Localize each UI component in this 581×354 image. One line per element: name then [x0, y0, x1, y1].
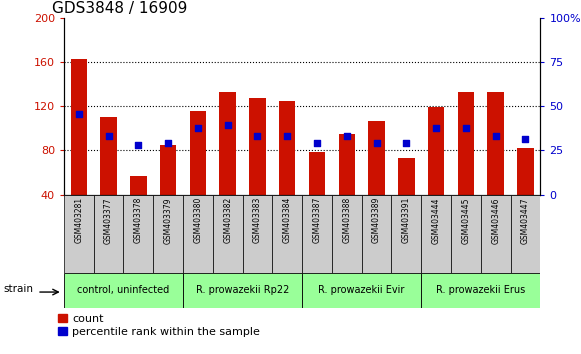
Point: [313, 140, 322, 145]
Bar: [101, 117, 117, 239]
Bar: [511, 195, 540, 273]
Text: GSM403281: GSM403281: [74, 197, 83, 243]
Bar: [302, 195, 332, 273]
Bar: [94, 195, 124, 273]
Bar: [309, 152, 325, 239]
Text: GSM403379: GSM403379: [164, 197, 173, 244]
Text: GSM403383: GSM403383: [253, 197, 262, 244]
Point: [193, 125, 203, 131]
Bar: [421, 195, 451, 273]
Bar: [332, 195, 361, 273]
Bar: [64, 273, 183, 308]
Point: [401, 140, 411, 145]
Point: [163, 140, 173, 145]
Bar: [481, 195, 511, 273]
Text: GSM403446: GSM403446: [491, 197, 500, 244]
Bar: [249, 98, 266, 239]
Bar: [272, 195, 302, 273]
Text: GSM403391: GSM403391: [402, 197, 411, 244]
Bar: [339, 134, 355, 239]
Text: R. prowazekii Rp22: R. prowazekii Rp22: [196, 285, 289, 295]
Point: [253, 133, 262, 139]
Bar: [124, 195, 153, 273]
Bar: [392, 195, 421, 273]
Bar: [183, 273, 302, 308]
Text: strain: strain: [3, 284, 33, 293]
Text: GSM403378: GSM403378: [134, 197, 143, 244]
Bar: [428, 107, 444, 239]
Bar: [190, 110, 206, 239]
Point: [134, 142, 143, 148]
Text: GSM403444: GSM403444: [432, 197, 440, 244]
Point: [282, 133, 292, 139]
Bar: [71, 59, 87, 239]
Bar: [458, 92, 474, 239]
Bar: [451, 195, 481, 273]
Bar: [153, 195, 183, 273]
Bar: [487, 92, 504, 239]
Legend: count, percentile rank within the sample: count, percentile rank within the sample: [58, 314, 260, 337]
Point: [521, 137, 530, 142]
Bar: [302, 273, 421, 308]
Bar: [160, 145, 176, 239]
Text: R. prowazekii Evir: R. prowazekii Evir: [318, 285, 405, 295]
Point: [432, 125, 441, 131]
Point: [74, 111, 84, 117]
Bar: [517, 148, 533, 239]
Text: GSM403382: GSM403382: [223, 197, 232, 243]
Text: GSM403445: GSM403445: [461, 197, 471, 244]
Bar: [421, 273, 540, 308]
Bar: [368, 121, 385, 239]
Point: [223, 122, 232, 128]
Bar: [183, 195, 213, 273]
Bar: [361, 195, 392, 273]
Point: [342, 133, 352, 139]
Bar: [243, 195, 272, 273]
Bar: [64, 195, 94, 273]
Bar: [398, 158, 414, 239]
Text: R. prowazekii Erus: R. prowazekii Erus: [436, 285, 525, 295]
Text: GSM403384: GSM403384: [283, 197, 292, 244]
Text: GSM403377: GSM403377: [104, 197, 113, 244]
Text: GSM403388: GSM403388: [342, 197, 352, 243]
Point: [491, 133, 500, 139]
Bar: [130, 176, 146, 239]
Bar: [220, 92, 236, 239]
Text: GSM403387: GSM403387: [313, 197, 321, 244]
Point: [372, 140, 381, 145]
Text: GDS3848 / 16909: GDS3848 / 16909: [52, 1, 188, 16]
Point: [104, 133, 113, 139]
Text: GSM403447: GSM403447: [521, 197, 530, 244]
Text: GSM403389: GSM403389: [372, 197, 381, 244]
Text: control, uninfected: control, uninfected: [77, 285, 170, 295]
Bar: [213, 195, 243, 273]
Bar: [279, 101, 295, 239]
Text: GSM403380: GSM403380: [193, 197, 202, 244]
Point: [461, 125, 471, 131]
